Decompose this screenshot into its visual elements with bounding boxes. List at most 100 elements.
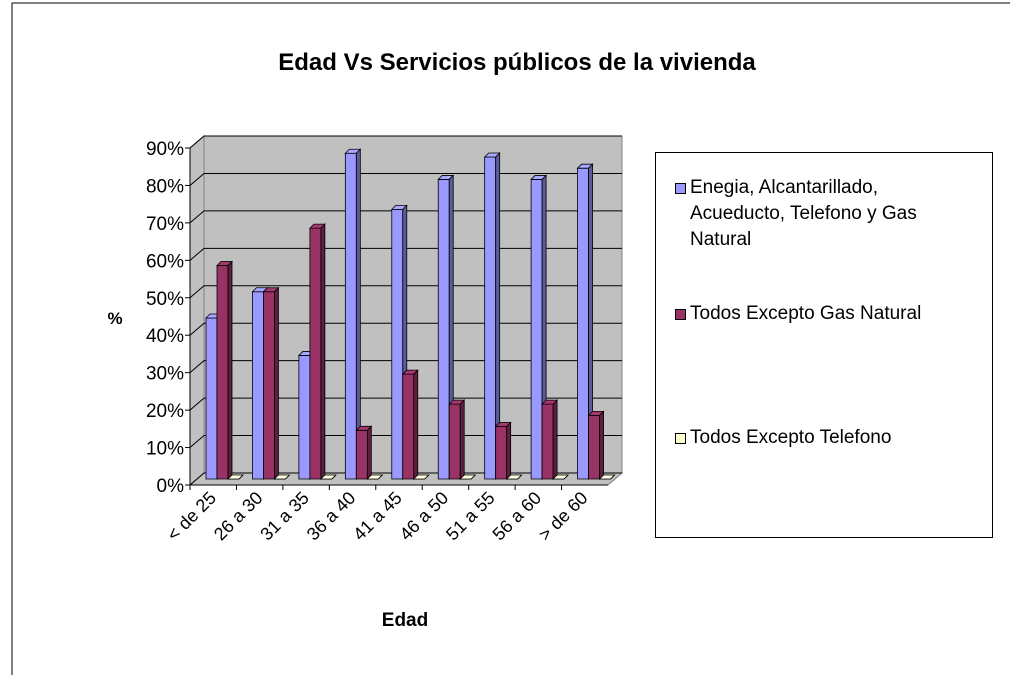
bar-side (459, 399, 465, 480)
y-tick-label: 0% (157, 476, 185, 497)
bar-front (484, 156, 497, 480)
bar-side (285, 474, 290, 480)
bar-side (274, 286, 279, 480)
bar (459, 474, 477, 480)
grid-line (189, 472, 622, 486)
y-axis-label: % (107, 309, 122, 328)
bar-front (577, 167, 589, 480)
bar-front (309, 227, 322, 480)
bar (319, 474, 337, 480)
bar-front (448, 403, 461, 480)
grid-line (189, 285, 622, 299)
y-tick-label: 40% (146, 326, 184, 347)
bar-side (320, 223, 326, 480)
grid-line (189, 360, 622, 374)
bar-side (238, 474, 244, 480)
side-wall (189, 134, 205, 487)
bar (366, 474, 384, 480)
grid-line (189, 210, 622, 224)
bar-front (298, 355, 311, 480)
bar-front (391, 208, 404, 480)
bar (541, 399, 559, 480)
grid-line (189, 435, 622, 448)
y-tick-label: 20% (146, 401, 184, 422)
x-tick-label: 56 a 60 (489, 488, 546, 545)
bar (552, 474, 570, 480)
bar-front (495, 426, 508, 480)
bar-side (599, 410, 604, 480)
bar-side (552, 399, 558, 480)
y-tick-label: 50% (146, 289, 184, 310)
legend-entry: Todos Excepto Telefono (675, 425, 976, 451)
bar-front (437, 179, 450, 480)
y-tick-label: 30% (146, 364, 184, 385)
grid-line (189, 135, 622, 149)
bar (216, 260, 233, 480)
y-tick-label: 90% (146, 139, 184, 160)
x-tick-label: 36 a 40 (303, 488, 360, 545)
bar (576, 163, 594, 480)
x-tick-label: 46 a 50 (396, 488, 453, 545)
legend-label: Todos Excepto Telefono (690, 427, 892, 448)
bar-front (541, 403, 554, 480)
grid-line (189, 172, 622, 186)
bar (412, 474, 430, 480)
bar-front (588, 414, 600, 480)
bar-side (378, 474, 383, 480)
x-tick-label: 26 a 30 (210, 488, 267, 545)
bar (308, 223, 326, 480)
bar-side (413, 369, 419, 480)
bar (494, 421, 512, 480)
bar-side (366, 425, 372, 480)
bar-front (530, 179, 543, 480)
legend-swatch (675, 433, 686, 444)
legend-swatch (675, 183, 686, 194)
bar (227, 474, 244, 480)
bar-front (263, 291, 275, 480)
bar-front (216, 265, 229, 480)
grid-line (189, 322, 622, 336)
bar-front (344, 152, 357, 480)
legend-entry: Todos Excepto Gas Natural (675, 301, 976, 327)
x-tick-label: > de 60 (535, 488, 592, 545)
y-tick-label: 60% (146, 251, 184, 272)
bar (448, 399, 466, 480)
x-tick-label: 41 a 45 (349, 488, 406, 545)
bar (598, 474, 616, 480)
y-tick-label: 10% (146, 439, 184, 460)
bar (262, 286, 280, 480)
bar-side (227, 260, 233, 480)
legend-entry: Enegia, Alcantarillado, Acueducto, Telef… (675, 175, 976, 253)
legend-label: Enegia, Alcantarillado, Acueducto, Telef… (690, 177, 917, 250)
chart-title: Edad Vs Servicios públicos de la viviend… (278, 49, 756, 76)
bar-front (252, 291, 264, 480)
bar-side (563, 474, 569, 480)
bar-side (610, 474, 615, 480)
legend-swatch (675, 309, 686, 320)
y-tick-label: 70% (146, 214, 184, 235)
bar-side (331, 474, 337, 480)
x-tick-label: 51 a 55 (442, 488, 499, 545)
grid-line (189, 247, 622, 261)
y-tick-label: 80% (146, 176, 184, 197)
legend-label: Todos Excepto Gas Natural (690, 303, 922, 324)
bar (587, 410, 605, 480)
bar-side (470, 474, 476, 480)
bar (483, 152, 501, 480)
bar-side (517, 474, 522, 480)
bar (355, 425, 373, 480)
bar (401, 369, 419, 480)
legend: Enegia, Alcantarillado, Acueducto, Telef… (655, 152, 993, 538)
bar (273, 474, 291, 480)
bar-front (402, 373, 415, 480)
grid-line (189, 397, 622, 411)
bar (505, 474, 523, 480)
x-axis-label: Edad (382, 610, 428, 631)
bar-front (355, 429, 368, 480)
bar-side (424, 474, 430, 480)
bar-front (205, 317, 218, 480)
bar-side (506, 421, 512, 480)
x-tick-label: 31 a 35 (256, 488, 313, 545)
